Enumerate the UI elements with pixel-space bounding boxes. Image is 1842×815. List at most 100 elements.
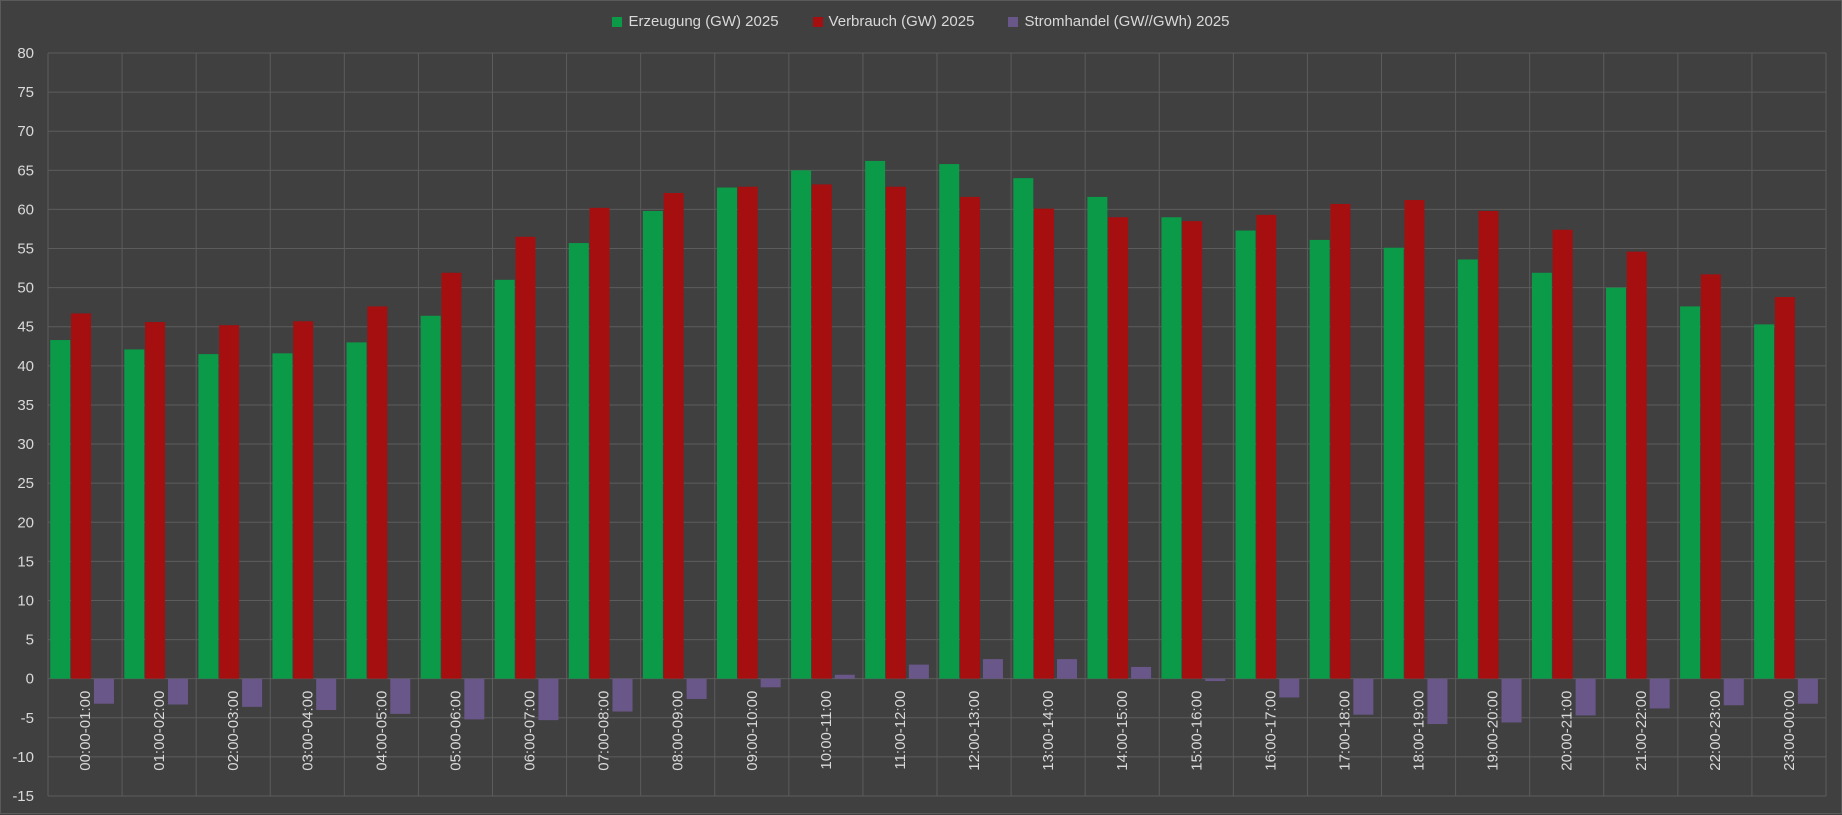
bar-verbrauch (1478, 210, 1499, 679)
bar-verbrauch (737, 186, 758, 679)
x-tick-label: 16:00-17:00 (1262, 691, 1279, 771)
bar-erzeugung (791, 170, 812, 679)
bar-erzeugung (1531, 272, 1552, 679)
bar-verbrauch (1108, 217, 1129, 679)
legend-swatch-erzeugung (612, 16, 623, 27)
bar-verbrauch (1330, 203, 1351, 679)
bar-stromhandel (1649, 678, 1670, 709)
x-tick-label: 09:00-10:00 (744, 691, 761, 771)
bar-stromhandel (1353, 678, 1374, 715)
x-tick-label: 23:00-00:00 (1781, 691, 1798, 771)
y-tick-label: 40 (17, 358, 34, 375)
y-tick-label: -15 (12, 788, 34, 805)
bar-verbrauch (1774, 297, 1795, 679)
bar-verbrauch (885, 186, 906, 679)
bar-erzeugung (1605, 287, 1626, 679)
legend-item-verbrauch[interactable]: Verbrauch (GW) 2025 (812, 13, 975, 30)
legend-label-erzeugung: Erzeugung (GW) 2025 (628, 13, 779, 30)
bar-verbrauch (1552, 229, 1573, 679)
bar-erzeugung (568, 243, 589, 679)
x-tick-label: 02:00-03:00 (225, 691, 242, 771)
y-tick-label: 45 (17, 319, 34, 336)
bar-erzeugung (1013, 178, 1034, 679)
y-tick-label: 30 (17, 436, 34, 453)
bar-verbrauch (663, 192, 684, 679)
bar-verbrauch (959, 196, 980, 679)
bar-verbrauch (1404, 200, 1425, 679)
bar-erzeugung (420, 315, 441, 679)
bar-erzeugung (272, 353, 293, 679)
bar-erzeugung (124, 349, 145, 679)
bar-stromhandel (1723, 678, 1744, 706)
bar-verbrauch (367, 306, 388, 679)
bar-stromhandel (760, 678, 781, 688)
y-tick-label: 20 (17, 514, 34, 531)
x-tick-label: 20:00-21:00 (1559, 691, 1576, 771)
bar-erzeugung (865, 160, 886, 679)
y-tick-label: 15 (17, 553, 34, 570)
legend-swatch-stromhandel (1008, 16, 1019, 27)
x-tick-label: 22:00-23:00 (1707, 691, 1724, 771)
x-tick-label: 10:00-11:00 (818, 691, 835, 770)
x-tick-label: 05:00-06:00 (447, 691, 464, 771)
bar-erzeugung (198, 354, 219, 679)
y-tick-label: 55 (17, 241, 34, 258)
legend-swatch-verbrauch (812, 16, 823, 27)
bar-stromhandel (1501, 678, 1522, 723)
bar-stromhandel (1057, 659, 1078, 679)
x-tick-label: 14:00-15:00 (1114, 691, 1131, 771)
bar-erzeugung (1754, 324, 1775, 679)
y-tick-label: 25 (17, 475, 34, 492)
bar-stromhandel (1205, 678, 1226, 682)
x-tick-label: 00:00-01:00 (77, 691, 94, 771)
x-tick-label: 15:00-16:00 (1188, 691, 1205, 771)
x-tick-label: 11:00-12:00 (892, 691, 909, 770)
bar-verbrauch (70, 313, 91, 679)
bar-stromhandel (834, 674, 855, 679)
bar-erzeugung (1309, 239, 1330, 679)
bar-verbrauch (1034, 208, 1055, 679)
y-tick-label: 70 (17, 123, 34, 140)
y-tick-label: 5 (26, 632, 34, 649)
y-tick-label: 60 (17, 201, 34, 218)
bar-erzeugung (642, 210, 663, 679)
x-tick-label: 07:00-08:00 (596, 691, 613, 771)
bar-stromhandel (908, 664, 929, 679)
x-tick-label: 13:00-14:00 (1040, 691, 1057, 771)
legend-item-erzeugung[interactable]: Erzeugung (GW) 2025 (612, 13, 779, 30)
bar-erzeugung (1457, 259, 1478, 679)
bar-verbrauch (219, 325, 240, 679)
y-tick-label: 0 (26, 671, 34, 688)
y-tick-label: 65 (17, 162, 34, 179)
bar-stromhandel (538, 678, 559, 721)
bar-stromhandel (1797, 678, 1818, 704)
bar-stromhandel (686, 678, 707, 700)
bar-stromhandel (168, 678, 189, 705)
bar-verbrauch (1256, 214, 1277, 679)
bar-stromhandel (464, 678, 485, 720)
bar-stromhandel (1575, 678, 1596, 716)
bar-verbrauch (293, 321, 314, 679)
y-tick-label: 75 (17, 84, 34, 101)
bar-verbrauch (589, 207, 610, 679)
bar-verbrauch (811, 184, 832, 679)
y-tick-label: 50 (17, 280, 34, 297)
x-tick-label: 08:00-09:00 (670, 691, 687, 771)
bar-verbrauch (1700, 274, 1721, 679)
bar-verbrauch (515, 236, 536, 679)
bar-erzeugung (494, 279, 515, 679)
x-tick-label: 12:00-13:00 (966, 691, 983, 771)
legend-label-verbrauch: Verbrauch (GW) 2025 (828, 13, 975, 30)
bar-stromhandel (982, 659, 1003, 679)
bar-erzeugung (1161, 217, 1182, 679)
bar-stromhandel (1279, 678, 1300, 698)
bar-verbrauch (145, 322, 166, 679)
bar-stromhandel (1131, 666, 1152, 679)
bar-verbrauch (441, 272, 462, 679)
x-tick-label: 18:00-19:00 (1411, 691, 1428, 771)
y-tick-label: -10 (12, 749, 34, 766)
legend-item-stromhandel[interactable]: Stromhandel (GW//GWh) 2025 (1008, 13, 1230, 30)
bar-erzeugung (1087, 196, 1108, 679)
